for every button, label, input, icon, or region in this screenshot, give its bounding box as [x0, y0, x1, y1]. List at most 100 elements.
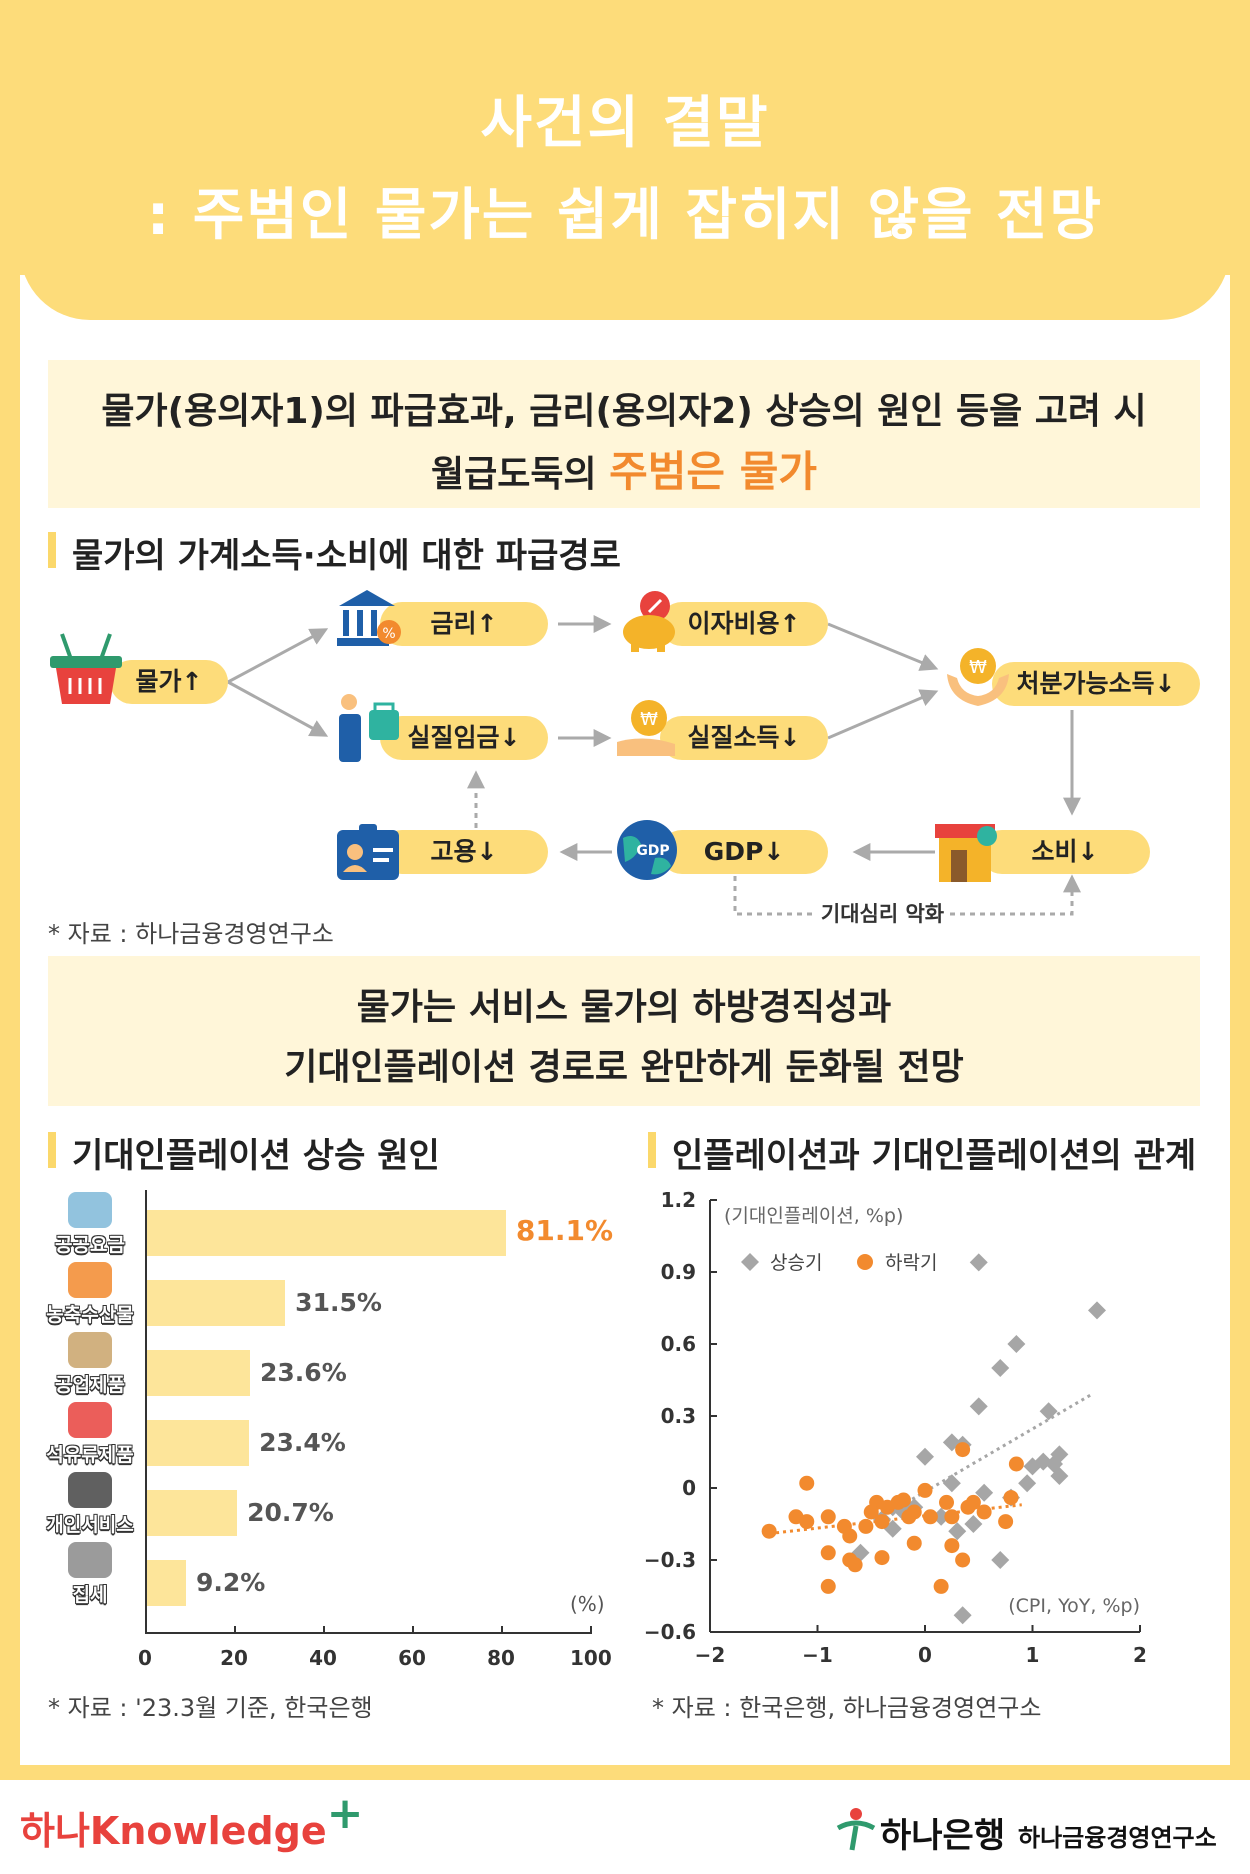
scatter-point-rise [932, 1507, 951, 1526]
money-hands-icon: ₩ [947, 648, 1009, 706]
scatter-point-fall [896, 1492, 911, 1508]
scatter-point-rise [942, 1474, 961, 1493]
scatter-point-fall [906, 1535, 922, 1551]
scatter-point-rise [948, 1522, 967, 1541]
x-axis-unit: (CPI, YoY, %p) [1008, 1595, 1140, 1617]
scatter-point-fall [820, 1509, 836, 1525]
bank-icon: % [337, 590, 401, 646]
basket-icon [50, 633, 122, 704]
node-interest: 이자비용↑ [660, 602, 828, 646]
scatter-point-fall [906, 1504, 922, 1520]
page-title: 사건의 결말 [480, 91, 770, 156]
scatter-point-fall [944, 1509, 960, 1525]
hana-institute-name: 하나금융경영연구소 [1018, 1824, 1217, 1852]
scatter-point-fall [944, 1538, 960, 1554]
scatter-point-rise [1050, 1445, 1069, 1464]
summary-band-1: 물가(용의자1)의 파급효과, 금리(용의자2) 상승의 원인 등을 고려 시 … [48, 360, 1200, 508]
hana-bank-name: 하나은행 [880, 1816, 1006, 1856]
scatter-point-rise [975, 1483, 994, 1502]
page-subtitle: : 주범인 물가는 쉽게 잡히지 않을 전망 [146, 183, 1104, 248]
node-disposable-income: 처분가능소득↓ [992, 662, 1200, 706]
scatter-point-fall [998, 1514, 1014, 1530]
arrow-interest-to-disposable [827, 622, 939, 671]
section-title-bar-chart: 기대인플레이션 상승 원인 [48, 1128, 440, 1177]
summary-band-2-line2: 기대인플레이션 경로로 완만하게 둔화될 전망 [284, 1047, 964, 1088]
dashed-path-consumption [950, 874, 1081, 916]
scatter-point-fall [1003, 1490, 1019, 1506]
scatter-point-fall [842, 1528, 858, 1544]
scatter-point-rise [1007, 1335, 1026, 1353]
y-tick-label: 0.3 [661, 1404, 696, 1428]
summary-band-1-highlight: 주범은 물가 [609, 447, 817, 496]
section-title-flow: 물가의 가계소득·소비에 대한 파급경로 [48, 528, 621, 577]
coin-hand-icon: ₩ [617, 700, 675, 756]
bar-chart-source: * 자료 : '23.3월 기준, 한국은행 [48, 1694, 373, 1722]
scatter-source: * 자료 : 한국은행, 하나금융경영연구소 [652, 1694, 1042, 1722]
node-price: 물가↑ [110, 660, 228, 704]
scatter-point-rise [1050, 1467, 1069, 1485]
worker-icon [339, 694, 399, 762]
scatter-point-fall [933, 1578, 949, 1594]
title-banner [20, 0, 1230, 320]
scatter-point-fall [858, 1518, 874, 1534]
x-tick-label: −2 [695, 1643, 726, 1667]
x-tick-label: 0 [918, 1643, 932, 1667]
dashed-path-label: 기대심리 악화 [815, 898, 950, 928]
scatter-point-rise [991, 1359, 1010, 1377]
scatter-point-rise [969, 1253, 988, 1272]
gdp-icon-text: GDP [636, 843, 669, 859]
scatter-point-rise [953, 1606, 972, 1625]
scatter-point-rise [991, 1551, 1010, 1569]
id-card-icon [337, 824, 399, 880]
svg-text:₩: ₩ [969, 657, 987, 678]
scatter-point-fall [1008, 1456, 1024, 1472]
scatter-point-fall [799, 1514, 815, 1530]
x-tick-label: −1 [802, 1643, 833, 1667]
node-real-income: 실질소득↓ [660, 716, 828, 760]
scatter-point-rise [851, 1543, 870, 1562]
scatter-point-rise [916, 1447, 934, 1466]
dashed-path-gdp [733, 876, 815, 916]
summary-band-1-line2: 월급도둑의 주범은 물가 [48, 438, 1200, 499]
scatter-point-fall [917, 1482, 933, 1498]
legend-marker-rise [741, 1253, 759, 1271]
flow-source: * 자료 : 하나금융경영연구소 [48, 920, 334, 948]
node-employment: 고용↓ [380, 830, 548, 874]
hana-bank-logo-icon [836, 1808, 876, 1851]
svg-text:₩: ₩ [640, 709, 658, 730]
scatter-point-fall [939, 1494, 954, 1510]
node-real-wage: 실질임금↓ [380, 716, 548, 760]
scatter-point-fall [976, 1504, 992, 1520]
hana-knowledge-text: 하나Knowledge [20, 1809, 327, 1853]
gdp-globe-icon: GDP [617, 820, 677, 880]
trendline-1 [881, 1393, 1093, 1519]
y-axis-unit: (기대인플레이션, %p) [724, 1205, 903, 1227]
summary-band-2-line1: 물가는 서비스 물가의 하방경직성과 [356, 987, 892, 1028]
flow-connectors [227, 615, 1081, 916]
scatter-point-fall [820, 1578, 836, 1594]
section-title-scatter: 인플레이션과 기대인플레이션의 관계 [648, 1128, 1196, 1177]
node-consumption: 소비↓ [980, 830, 1150, 874]
y-tick-label: 0 [682, 1476, 696, 1500]
scatter-point-fall [863, 1504, 879, 1520]
scatter-point-fall [965, 1494, 981, 1510]
arrow-price-to-rate [227, 628, 329, 684]
legend-label-fall: 하락기 [885, 1252, 937, 1274]
scatter-point-fall [955, 1442, 971, 1458]
y-tick-label: −0.3 [644, 1548, 696, 1572]
arrow-price-to-wage [227, 680, 329, 737]
scatter-point-rise [1088, 1301, 1106, 1320]
hana-knowledge-logo: 하나Knowledge+ [20, 1788, 363, 1855]
scatter-point-fall [761, 1523, 777, 1539]
scatter-point-fall [799, 1475, 815, 1491]
bar-chart-unit: (%) [570, 1592, 605, 1616]
x-tick-label: 1 [1026, 1643, 1040, 1667]
scatter-point-fall [955, 1552, 971, 1568]
node-gdp: GDP↓ [660, 830, 828, 874]
summary-band-1-line1: 물가(용의자1)의 파급효과, 금리(용의자2) 상승의 원인 등을 고려 시 [101, 391, 1147, 432]
y-tick-label: −0.6 [644, 1620, 696, 1644]
legend-label-rise: 상승기 [770, 1252, 822, 1274]
y-tick-label: 0.6 [661, 1332, 696, 1356]
summary-band-1-prefix: 월급도둑의 [431, 454, 610, 495]
piggy-bank-icon [623, 591, 675, 652]
